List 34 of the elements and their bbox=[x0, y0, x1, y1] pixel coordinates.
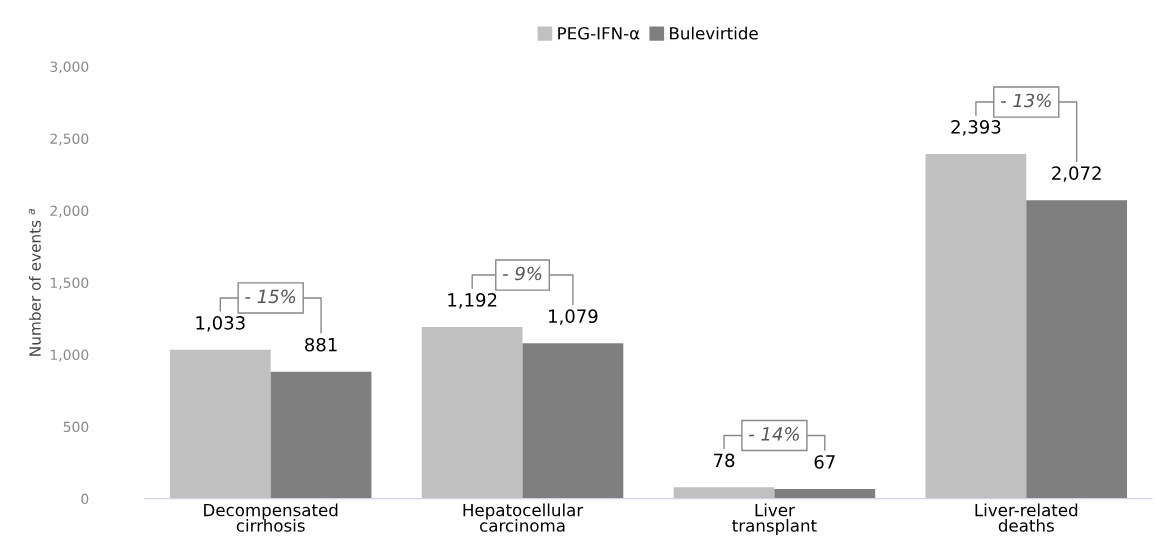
x-tick-label: Liver transplant bbox=[732, 503, 817, 536]
data-label: 1,033 bbox=[196, 315, 245, 332]
y-tick-label: 0 bbox=[81, 493, 89, 505]
x-tick-label: Decompensated cirrhosis bbox=[204, 503, 338, 532]
bar bbox=[673, 487, 775, 499]
y-tick-label: 1,000 bbox=[50, 349, 89, 362]
annotation: - 14% bbox=[749, 427, 799, 441]
y-axis-title: Number of events $^{a}$ bbox=[28, 209, 41, 356]
data-label: 1,192 bbox=[448, 293, 497, 309]
bar bbox=[270, 371, 372, 499]
y-tick-label: 2,000 bbox=[50, 205, 89, 218]
x-tick-label: Liver-related deaths bbox=[975, 503, 1078, 532]
bar bbox=[421, 326, 523, 499]
annotation: - 9% bbox=[502, 266, 542, 281]
bar bbox=[169, 349, 271, 499]
y-tick-label: 1,500 bbox=[50, 277, 89, 290]
y-tick-label: 3,000 bbox=[50, 61, 89, 74]
annotation: - 13% bbox=[1000, 93, 1051, 108]
data-label: 881 bbox=[305, 337, 337, 352]
bar bbox=[774, 488, 876, 499]
data-label: 2,072 bbox=[1052, 166, 1101, 182]
bar bbox=[925, 153, 1027, 499]
legend-label: PEG-IFN-α bbox=[558, 27, 640, 40]
data-label: 78 bbox=[714, 453, 735, 468]
bar bbox=[522, 343, 624, 499]
data-label: 1,079 bbox=[549, 309, 598, 325]
y-tick-label: 2,500 bbox=[50, 133, 89, 146]
x-tick-label: Hepatocellular carcinoma bbox=[463, 503, 584, 532]
annotation: - 15% bbox=[245, 289, 296, 304]
y-tick-label: 500 bbox=[63, 421, 89, 433]
data-label: 67 bbox=[814, 455, 835, 469]
data-label: 2,393 bbox=[951, 120, 1001, 136]
legend-label: Bulevirtide bbox=[670, 26, 758, 40]
bar bbox=[1026, 200, 1128, 499]
